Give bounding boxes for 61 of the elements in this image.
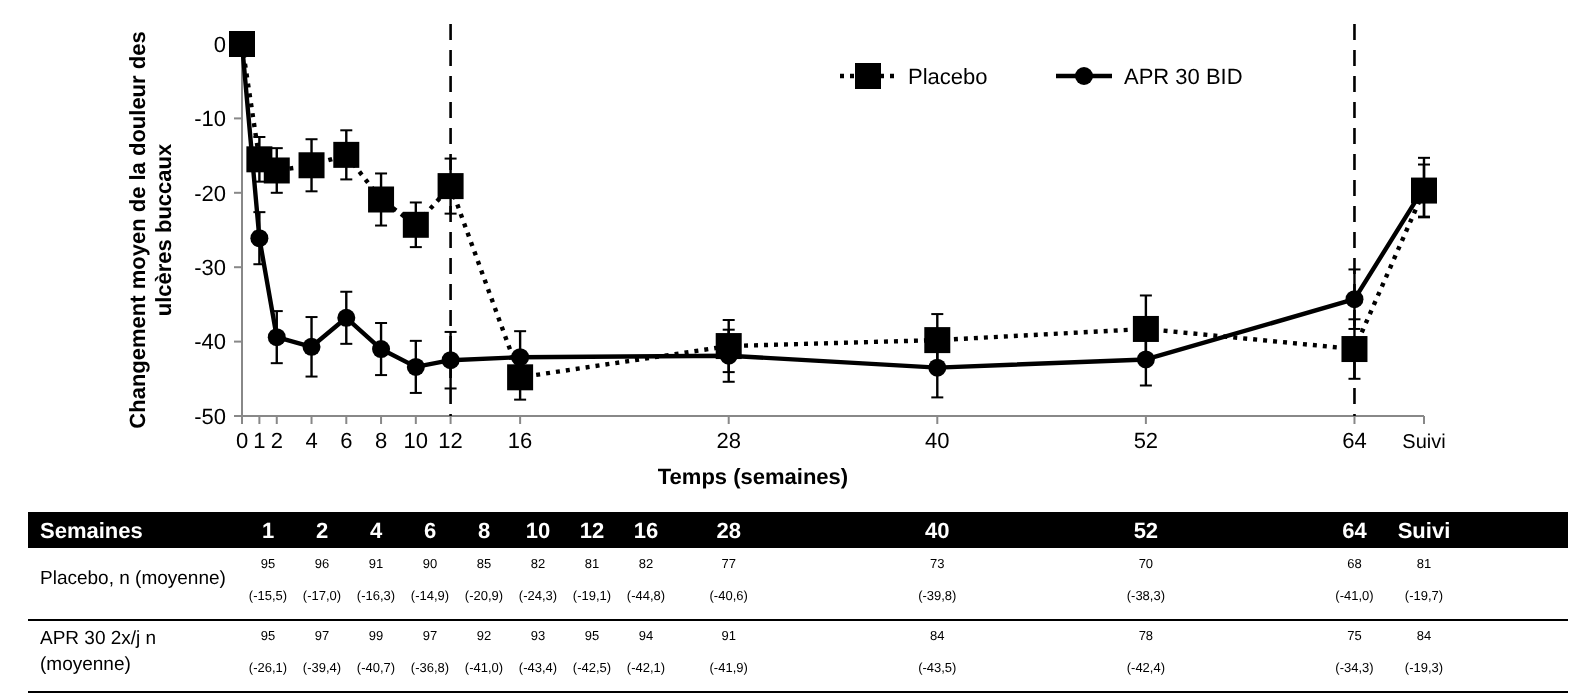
- legend-label: Placebo: [908, 65, 988, 90]
- point: [928, 358, 947, 377]
- x-tick-label: 16: [507, 430, 533, 454]
- y-tick-label: 0: [213, 33, 226, 58]
- point: [507, 364, 534, 391]
- text: 40: [925, 519, 950, 544]
- y-tick-label: -40: [194, 331, 226, 356]
- x-tick-label: 28: [716, 430, 741, 454]
- text: 6: [423, 519, 437, 544]
- text: 8: [477, 519, 491, 544]
- point: [368, 186, 395, 213]
- text: 4: [369, 519, 384, 544]
- y-tick-label: -50: [194, 405, 226, 430]
- point: [1132, 315, 1159, 342]
- point: [441, 351, 460, 370]
- x-tick-label: Suivi: [1402, 432, 1446, 454]
- point: [1136, 350, 1155, 369]
- x-axis-title: Temps (semaines): [657, 466, 849, 490]
- point: [250, 229, 269, 248]
- x-tick-label: 2: [270, 430, 283, 454]
- point: [437, 173, 464, 200]
- x-tick-label: 4: [305, 430, 318, 454]
- x-tick-label: 64: [1342, 430, 1367, 454]
- text: 64: [1342, 519, 1369, 544]
- y-axis-title: Changement moyen de la douleur des ulcères buccaux: [127, 31, 177, 429]
- point: [1341, 336, 1368, 363]
- text: 12: [579, 519, 605, 544]
- x-tick-label: 10: [403, 430, 429, 454]
- point: [267, 328, 286, 347]
- legend-label: APR 30 BID: [1124, 65, 1243, 90]
- text: 16: [633, 519, 659, 544]
- point: [263, 157, 290, 184]
- point: [337, 308, 356, 327]
- text: Suivi: [1397, 519, 1451, 544]
- text: Semaines: [40, 519, 143, 544]
- point: [333, 141, 360, 168]
- point: [406, 357, 425, 376]
- x-tick-label: 8: [374, 430, 388, 454]
- point: [924, 327, 951, 354]
- x-tick-label: 12: [438, 430, 463, 454]
- text: 1: [261, 519, 275, 544]
- point: [302, 337, 321, 356]
- y-tick-label: -10: [194, 108, 226, 133]
- text: APR 30 2x/j n (moyenne): [40, 628, 157, 676]
- text: Placebo, n (moyenne): [40, 568, 226, 590]
- point: [1345, 290, 1364, 309]
- point: [402, 211, 429, 238]
- point: [511, 348, 530, 367]
- point: [372, 340, 391, 359]
- x-tick-label: 40: [925, 430, 950, 454]
- x-tick-label: 1: [253, 430, 266, 454]
- text: 2: [315, 519, 329, 544]
- y-tick-label: -30: [194, 256, 226, 281]
- text: 52: [1133, 519, 1159, 544]
- y-tick-label: -20: [194, 182, 226, 207]
- text: 10: [525, 519, 551, 544]
- text: 28: [716, 519, 741, 544]
- x-tick-label: 6: [340, 430, 353, 454]
- x-tick-label: 52: [1133, 430, 1159, 454]
- x-tick-label: 0: [235, 430, 249, 454]
- point: [298, 152, 325, 179]
